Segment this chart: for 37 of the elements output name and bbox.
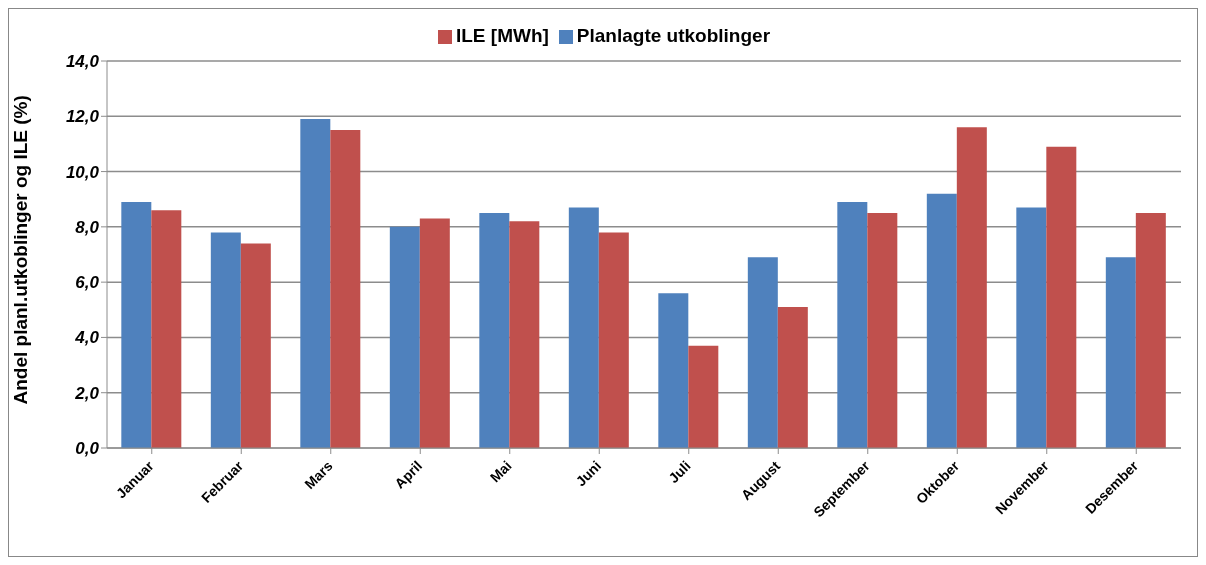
bar [1135,213,1166,448]
bar [1016,207,1047,448]
bar [837,201,868,448]
x-tick-label: Juli [665,457,694,487]
y-tick-label: 4,0 [74,328,100,348]
y-axis-title: Andel planl.utkoblinger og ILE (%) [9,95,31,405]
y-tick-label: 10,0 [65,162,100,182]
bar [240,243,271,448]
bar [747,257,778,448]
bar [867,213,898,448]
bar [568,207,599,448]
bar [151,210,182,448]
bar [658,293,689,448]
x-tick-label: Mai [486,457,515,486]
bar [479,213,510,448]
bar [956,127,987,448]
bar [121,201,152,448]
bar [509,221,540,448]
bar [330,130,361,448]
bar [777,307,808,448]
bar [1046,146,1077,448]
bar [926,193,957,448]
bar [688,345,719,448]
bar [389,226,420,448]
bar [419,218,450,448]
bar [210,232,241,448]
y-tick-label: 14,0 [65,52,100,72]
bar [598,232,629,448]
bar [1105,257,1136,448]
y-tick-label: 6,0 [75,273,100,293]
bar [300,119,331,448]
y-tick-label: 0,0 [75,439,100,459]
legend-label: Planlagte utkoblinger [576,25,771,46]
y-tick-label: 8,0 [75,217,100,237]
y-tick-label: 12,0 [65,107,100,127]
legend-label: ILE [MWh] [455,25,549,46]
y-tick-label: 2,0 [74,383,100,403]
